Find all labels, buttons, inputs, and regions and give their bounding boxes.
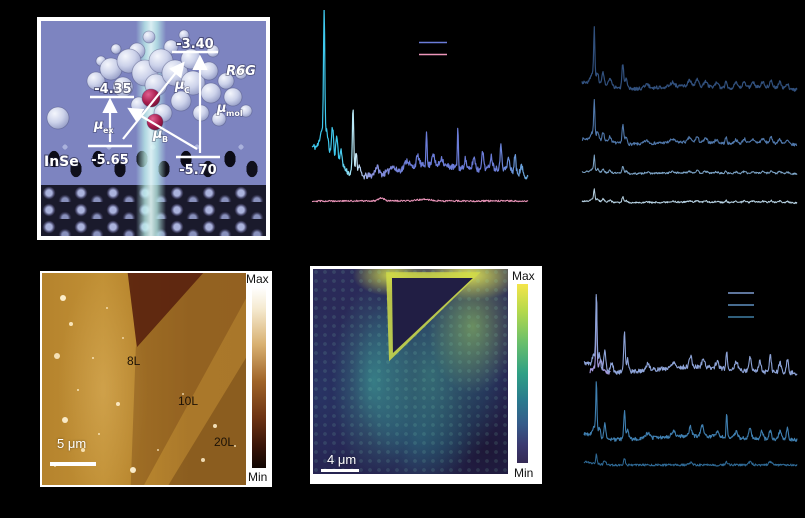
crimson-atom <box>141 88 161 108</box>
mu-b-sub: B <box>162 135 168 144</box>
molecule-label: R6G <box>226 64 256 79</box>
trace-2 <box>583 381 798 442</box>
scalebar <box>321 469 359 472</box>
trace-1 <box>581 26 798 92</box>
inse-r6g-illustration: -3.40 -4.35 -5.65 -5.70 μ ex μ C μ B μ m… <box>41 21 266 236</box>
r6g-molecule-model <box>46 29 253 131</box>
layer-label-20l: 20L <box>214 435 235 449</box>
mu-c-sub: C <box>184 86 190 95</box>
level-value-vbm: -5.65 <box>91 153 128 168</box>
afm-colorbar <box>252 287 266 468</box>
raman-map-image: 4 μm <box>313 269 508 474</box>
substrate-label: InSe <box>44 154 79 170</box>
mu-c-arrow <box>122 61 185 140</box>
mu-ex-label: μ <box>93 118 104 133</box>
colorbar-min-label: Min <box>514 466 534 480</box>
trace-1 <box>583 294 798 376</box>
colorbar-min-label: Min <box>248 470 268 484</box>
panel-b-spectrum-plot <box>311 10 529 203</box>
reference-trace <box>311 197 529 203</box>
mu-mol-label: μ <box>216 101 227 116</box>
overlap-trace <box>589 296 611 375</box>
layer-label-10l: 10L <box>178 394 199 408</box>
energy-level-overlay: -3.40 -4.35 -5.65 -5.70 μ ex μ C μ B μ m… <box>43 29 257 179</box>
colorbar-max-label: Max <box>246 272 269 286</box>
panel-c-spectra-plot <box>581 26 798 205</box>
panel-f-spectra-plot <box>583 292 798 467</box>
map-colorbar <box>517 284 528 463</box>
scalebar <box>50 462 96 466</box>
mu-b-label: μ <box>152 127 163 142</box>
level-value-lumo: -3.40 <box>176 37 213 52</box>
level-value-homo: -5.70 <box>179 163 216 178</box>
layer-label-8l: 8L <box>127 354 141 368</box>
afm-particles <box>60 295 66 301</box>
mu-ex-sub: ex <box>103 126 114 135</box>
panel-e-raman-map: 4 μm Max Min <box>310 266 542 484</box>
lone-atom <box>46 106 70 130</box>
colorbar-max-label: Max <box>512 269 535 283</box>
panel-a-energy-diagram: -3.40 -4.35 -5.65 -5.70 μ ex μ C μ B μ m… <box>37 17 270 240</box>
trace-4 <box>581 188 798 205</box>
afm-image: 8L 10L 20L 5 μm <box>42 273 246 485</box>
trace-3 <box>583 453 798 467</box>
trace-2 <box>581 98 798 147</box>
trace-3 <box>581 154 798 176</box>
mu-c-label: μ <box>174 78 185 93</box>
level-value-cbm: -4.35 <box>94 82 131 97</box>
mu-mol-sub: mol <box>226 109 243 118</box>
scalebar-label: 4 μm <box>327 452 357 467</box>
mu-b-arrow <box>127 107 198 150</box>
sers-trace <box>311 10 529 180</box>
scalebar-label: 5 μm <box>57 436 87 451</box>
panel-d-afm: 8L 10L 20L 5 μm Max Min <box>40 271 272 487</box>
